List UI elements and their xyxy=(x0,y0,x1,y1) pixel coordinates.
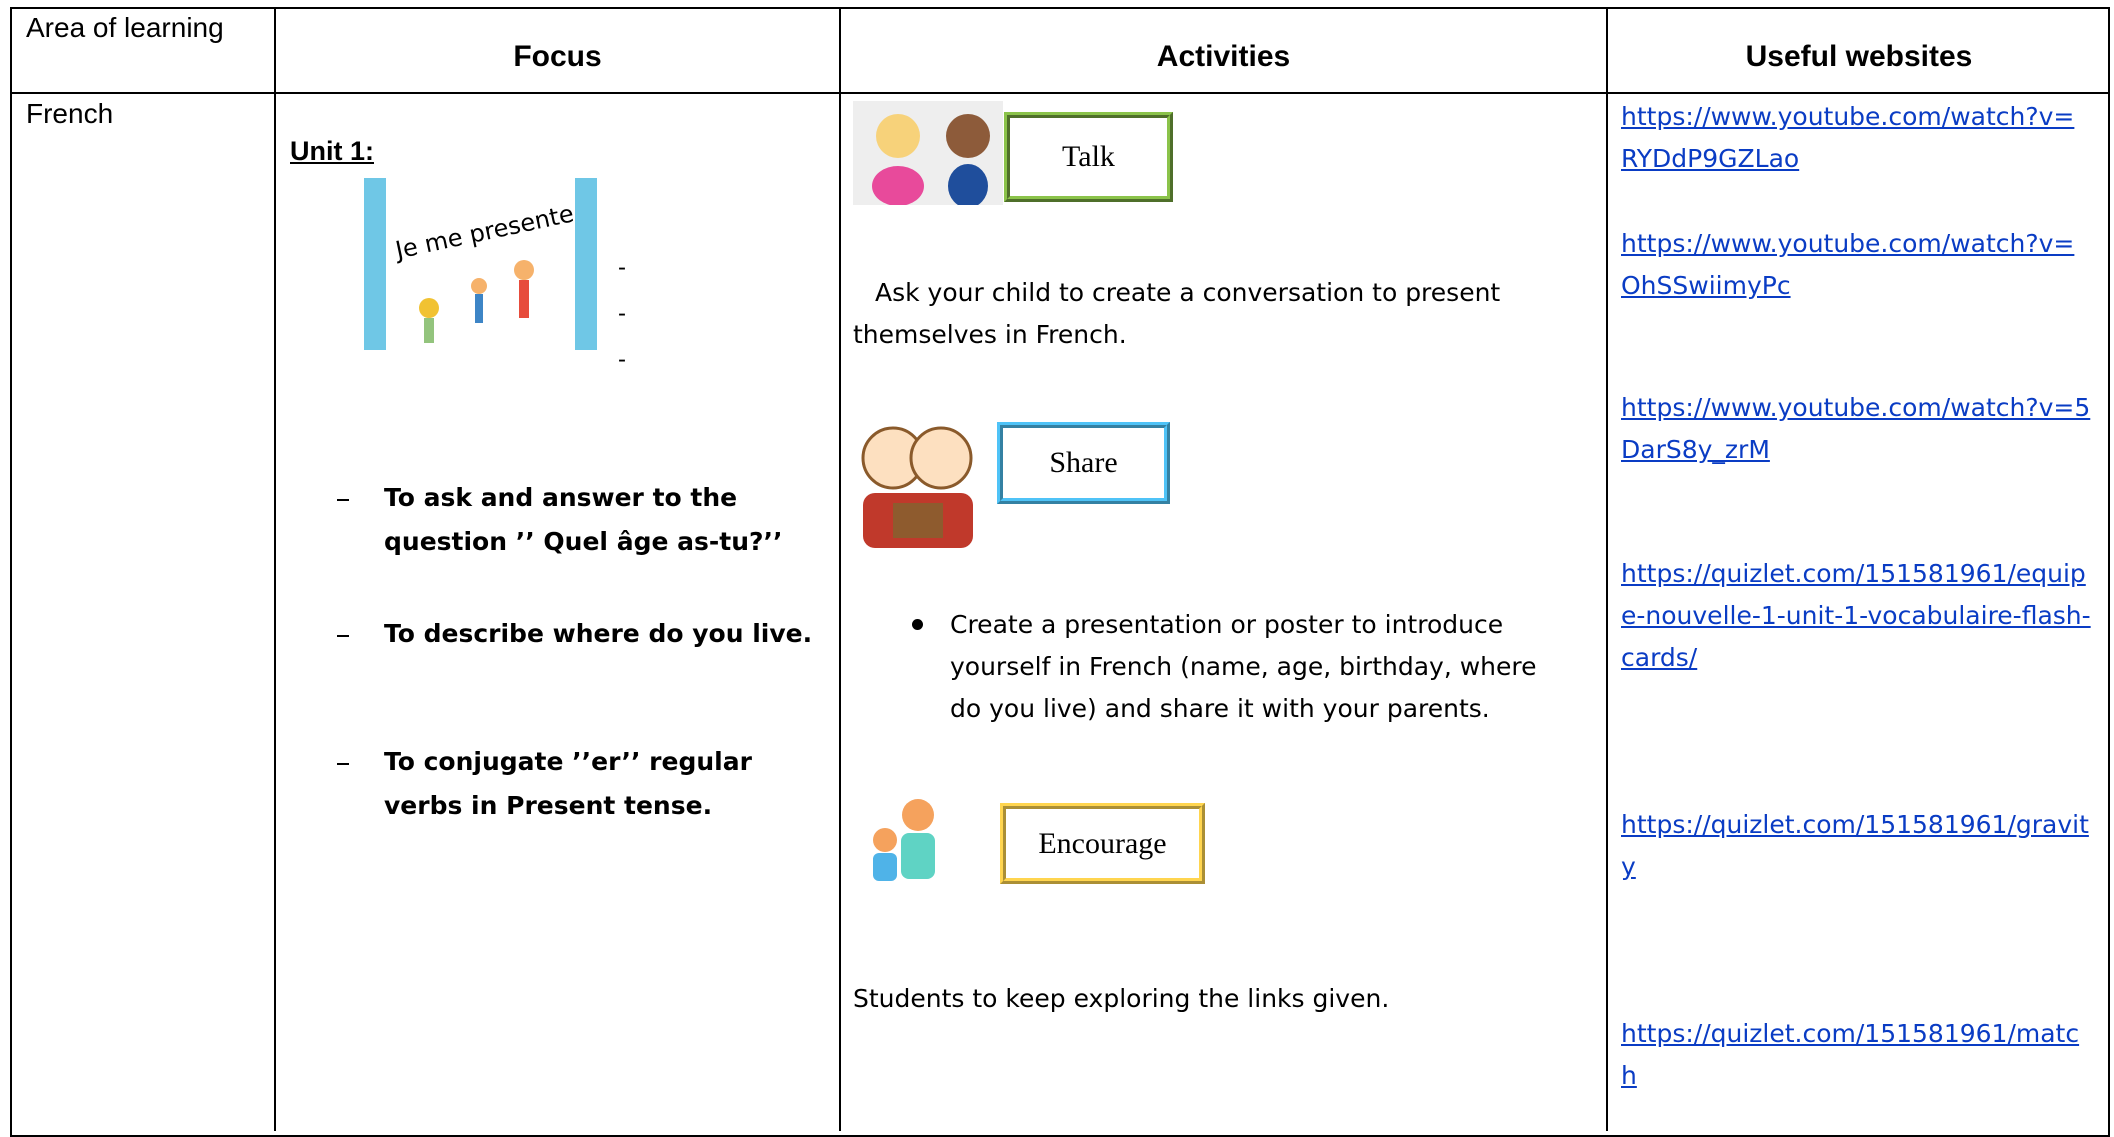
objective-marker xyxy=(337,763,349,765)
header: Focus xyxy=(513,40,602,73)
encourage-icon xyxy=(873,799,935,881)
objective: To conjugate ’’er’’ regular verbs in Pre… xyxy=(384,747,752,820)
col-divider xyxy=(1606,7,1608,1131)
dash-text: - xyxy=(618,300,626,327)
objective-marker xyxy=(337,635,349,637)
share-icon xyxy=(861,426,973,548)
website-link[interactable]: https://www.youtube.com/watch?v=RYDdP9GZ… xyxy=(1621,102,2075,173)
talk-icon xyxy=(853,101,1003,205)
bullet xyxy=(912,619,923,630)
website-link[interactable]: https://www.youtube.com/watch?v=5DarS8y_… xyxy=(1621,393,2091,464)
objective: To ask and answer to the question ’’ Que… xyxy=(384,483,783,556)
website-link[interactable]: https://www.youtube.com/watch?v=OhSSwiim… xyxy=(1621,229,2075,300)
activity-text: Students to keep exploring the links giv… xyxy=(853,984,1390,1013)
activity-text: Create a presentation or poster to intro… xyxy=(950,610,1537,723)
col-divider xyxy=(839,7,841,1131)
website-link[interactable]: https://quizlet.com/151581961/equipe-nou… xyxy=(1621,559,2091,672)
talk-button: Talk xyxy=(1004,112,1173,202)
website-link[interactable]: https://quizlet.com/151581961/match xyxy=(1621,1019,2080,1090)
col-divider xyxy=(274,7,276,1131)
dash-text: - xyxy=(618,254,626,281)
objective: To describe where do you live. xyxy=(384,619,813,648)
dash-text: - xyxy=(618,346,626,373)
activity-text: Ask your child to create a conversation … xyxy=(853,278,1501,349)
unit-image: Je me presente xyxy=(364,178,597,350)
website-link[interactable]: https://quizlet.com/151581961/gravity xyxy=(1621,810,2089,881)
header: Activities xyxy=(1156,40,1291,73)
row-divider xyxy=(10,92,2110,94)
area: French xyxy=(26,98,114,129)
figures xyxy=(419,260,534,343)
header: Useful websites xyxy=(1745,40,1973,73)
unit-title: Unit 1: xyxy=(290,136,374,166)
share-button: Share xyxy=(997,422,1170,504)
encourage-button: Encourage xyxy=(1000,803,1205,884)
header: Area of learning xyxy=(26,12,224,43)
objective-marker xyxy=(337,499,349,501)
